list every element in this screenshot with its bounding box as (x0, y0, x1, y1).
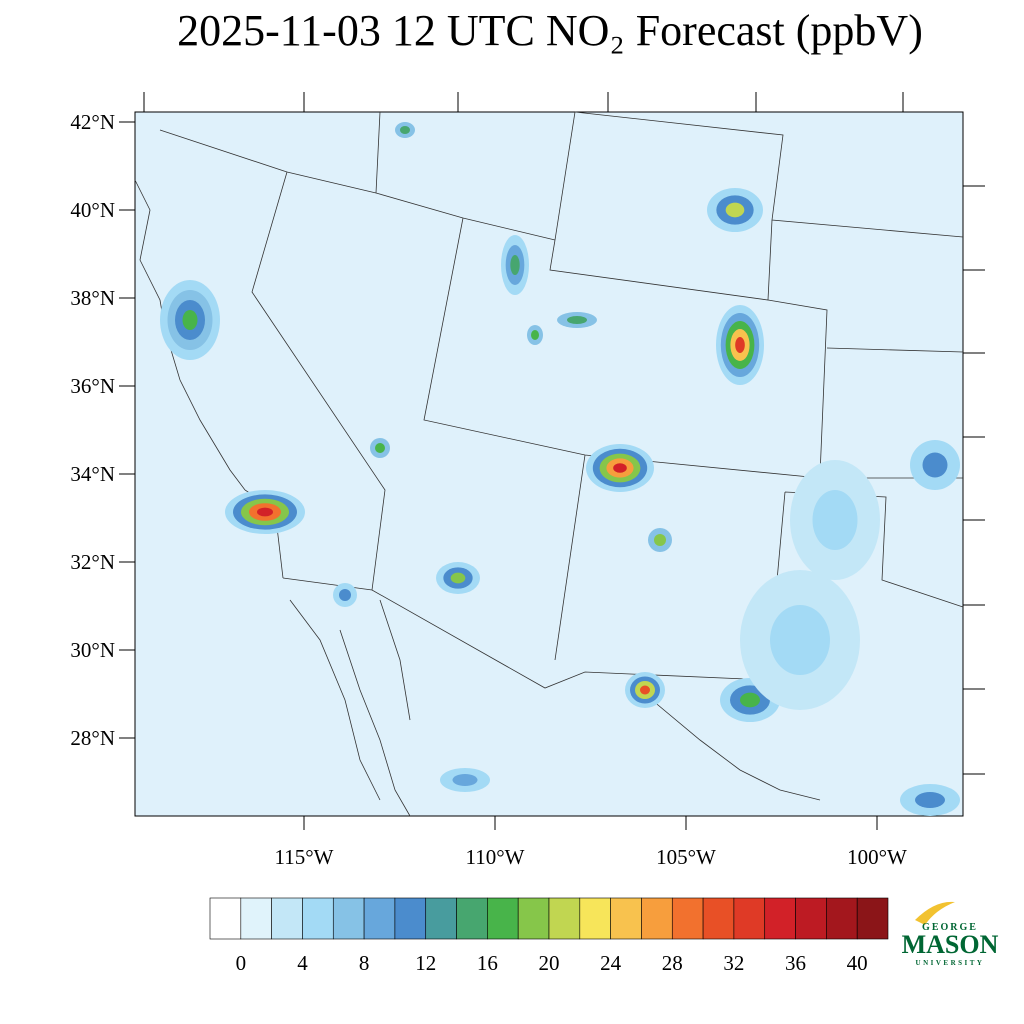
colorbar-box (764, 897, 796, 940)
lat-label: 42°N (70, 110, 115, 134)
logo-text: UNIVERSITY (916, 959, 985, 967)
plume (400, 126, 410, 134)
colorbar-label: 12 (415, 951, 436, 975)
plume (182, 310, 198, 330)
plume (531, 330, 539, 340)
lon-label: 110°W (466, 845, 525, 869)
colorbar-box (733, 897, 766, 940)
title: 2025-11-03 12 UTC NO₂ Forecast (ppbV) (177, 6, 923, 55)
plume (510, 255, 520, 275)
colorbar-box (856, 897, 889, 940)
plume (915, 792, 945, 808)
colorbar-label: 40 (847, 951, 868, 975)
lon-label: 115°W (275, 845, 334, 869)
plume (654, 534, 666, 546)
lon-label: 100°W (847, 845, 907, 869)
logo-text: GEORGE (922, 922, 978, 933)
plume (375, 443, 385, 453)
colorbar-label: 8 (359, 951, 370, 975)
colorbar-box (209, 897, 242, 940)
colorbar-box (487, 897, 519, 940)
colorbar-box (795, 897, 827, 940)
colorbar-box (394, 897, 427, 940)
plume (812, 490, 858, 550)
logo: GEORGE MASON UNIVERSITY (902, 901, 999, 967)
colorbar-box (456, 897, 488, 940)
plume (339, 589, 351, 601)
colorbar-box (702, 897, 735, 940)
plume (257, 507, 273, 517)
concentration-field (160, 122, 960, 816)
lat-label: 30°N (70, 638, 115, 662)
plume (922, 452, 948, 478)
lon-label: 105°W (656, 845, 716, 869)
plume (740, 692, 760, 708)
colorbar-box (302, 897, 334, 940)
lat-label: 34°N (70, 462, 115, 486)
colorbar-label: 0 (236, 951, 247, 975)
colorbar-label: 28 (662, 951, 683, 975)
colorbar-box (610, 897, 642, 940)
plume (770, 605, 830, 675)
colorbar-box (826, 897, 858, 940)
colorbar-label: 4 (297, 951, 308, 975)
lat-label: 40°N (70, 198, 115, 222)
colorbar-box (271, 897, 303, 940)
colorbar-box (641, 897, 673, 940)
plume (725, 202, 745, 218)
plume (567, 316, 587, 324)
colorbar-box (671, 897, 704, 940)
plume (735, 337, 745, 353)
colorbar-label: 24 (600, 951, 622, 975)
colorbar-label: 36 (785, 951, 806, 975)
lat-label: 36°N (70, 374, 115, 398)
colorbar: 0 4 8 12 16 20 24 28 32 36 40 (209, 897, 889, 975)
plume (613, 463, 627, 473)
colorbar-label: 20 (539, 951, 560, 975)
lat-label: 28°N (70, 726, 115, 750)
plume (640, 685, 650, 695)
colorbar-box (579, 897, 611, 940)
colorbar-box (517, 897, 550, 940)
lat-label: 32°N (70, 550, 115, 574)
colorbar-box (548, 897, 581, 940)
axes: 42°N 40°N 38°N 36°N 34°N 32°N 30°N 28°N 115°W 110… (70, 92, 985, 869)
plume (452, 774, 478, 786)
logo-text: MASON (902, 930, 999, 959)
colorbar-box (240, 897, 272, 940)
colorbar-box (363, 897, 396, 940)
colorbar-box (425, 897, 457, 940)
lat-label: 38°N (70, 286, 115, 310)
colorbar-label: 32 (723, 951, 744, 975)
colorbar-box (332, 897, 365, 940)
plume (450, 572, 466, 584)
colorbar-label: 16 (477, 951, 498, 975)
